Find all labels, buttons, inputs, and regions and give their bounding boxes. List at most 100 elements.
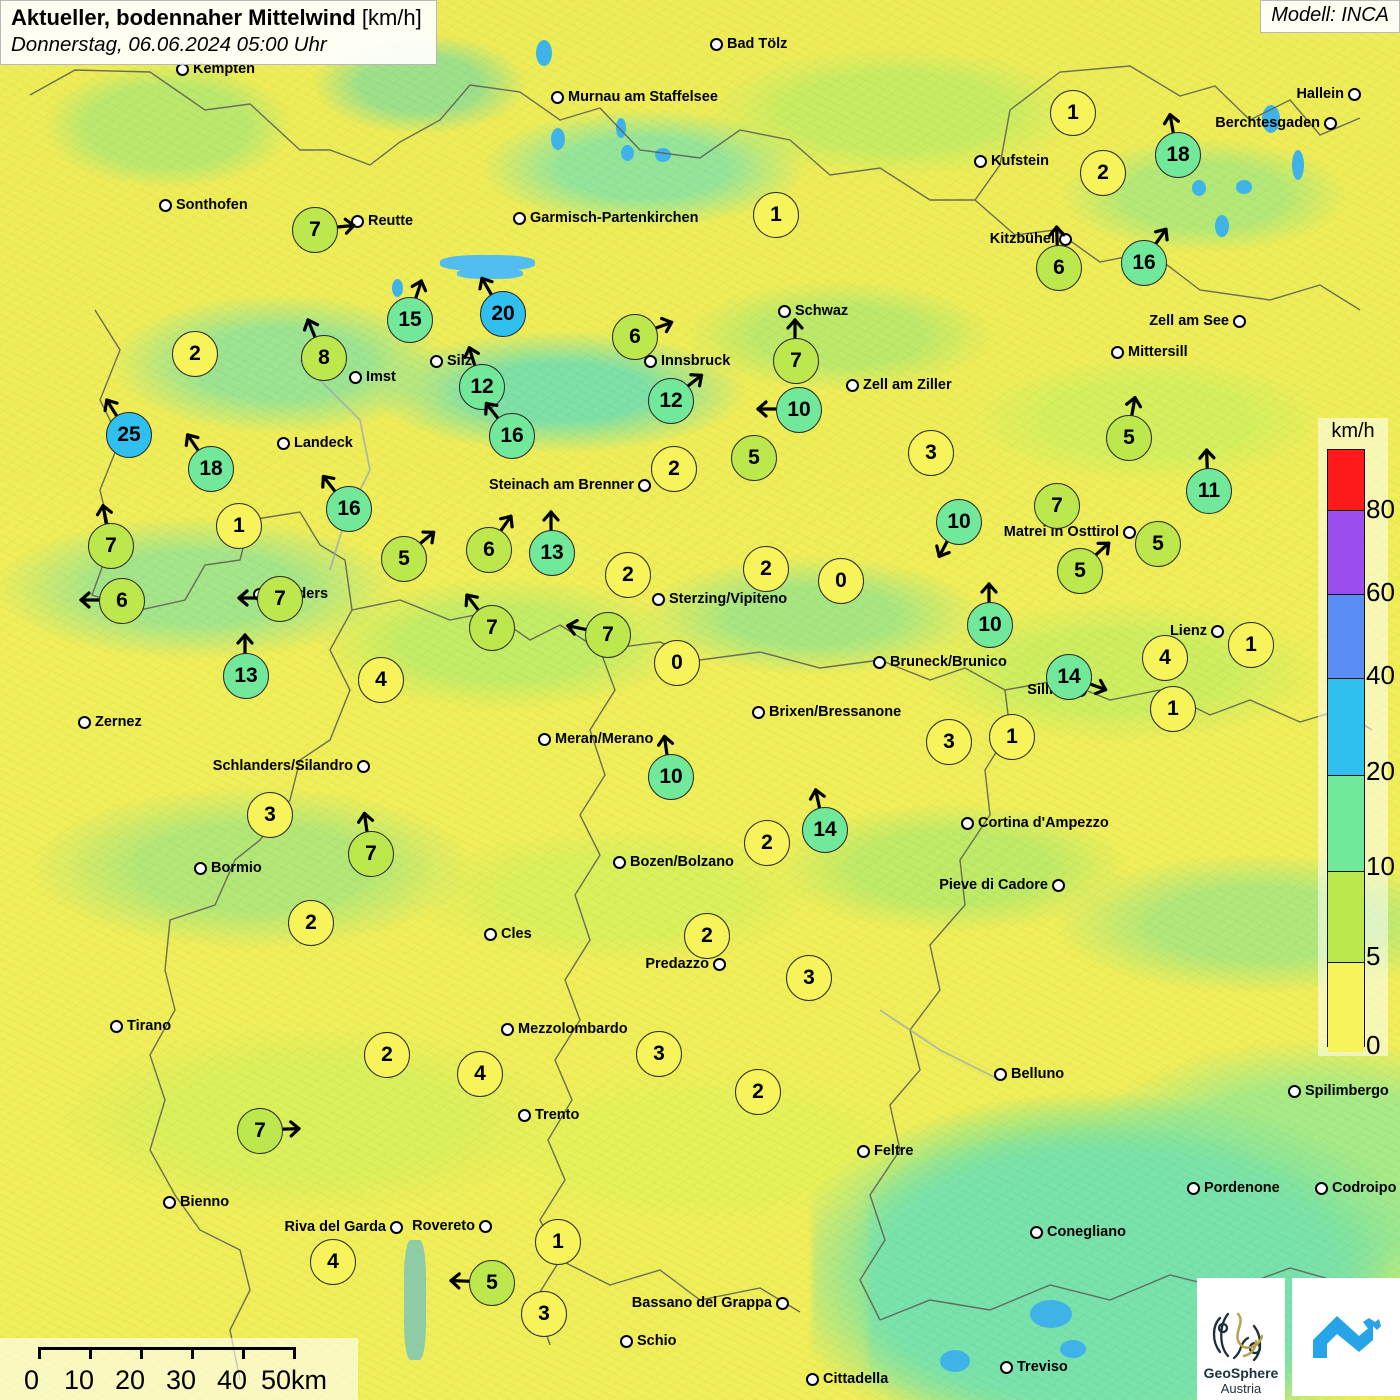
wind-speed-badge[interactable]: 3 [786,955,832,1001]
wind-station[interactable]: 7 [464,593,515,651]
wind-speed-badge[interactable]: 2 [605,552,651,598]
wind-speed-badge[interactable]: 16 [489,413,535,459]
wind-station[interactable]: 6 [612,314,674,360]
wind-speed-badge[interactable]: 1 [1050,90,1096,136]
wind-speed-badge[interactable]: 12 [459,364,505,410]
wind-speed-badge[interactable]: 12 [648,378,694,424]
wind-station[interactable]: 1 [216,503,262,549]
wind-speed-badge[interactable]: 2 [1080,150,1126,196]
wind-station[interactable]: 7 [237,1108,301,1154]
wind-station[interactable]: 5 [1057,541,1111,594]
wind-speed-badge[interactable]: 13 [529,530,575,576]
wind-station[interactable]: 13 [529,510,575,576]
wind-speed-badge[interactable]: 6 [612,314,658,360]
wind-station[interactable]: 14 [802,788,848,853]
wind-speed-badge[interactable]: 4 [457,1051,503,1097]
wind-station[interactable]: 0 [654,640,700,686]
wind-speed-badge[interactable]: 3 [247,792,293,838]
wind-station[interactable]: 4 [457,1051,503,1097]
wind-station[interactable]: 6 [79,578,145,624]
wind-station[interactable]: 7 [773,318,819,384]
wind-station[interactable]: 4 [310,1239,356,1285]
wind-speed-badge[interactable]: 5 [1135,521,1181,567]
wind-speed-badge[interactable]: 6 [99,578,145,624]
wind-station[interactable]: 2 [735,1069,781,1115]
wind-speed-badge[interactable]: 13 [223,653,269,699]
wind-speed-badge[interactable]: 25 [106,412,152,458]
wind-station[interactable]: 2 [1080,150,1126,196]
wind-speed-badge[interactable]: 10 [936,499,982,545]
wind-station[interactable]: 2 [172,331,218,377]
wind-station[interactable]: 3 [521,1291,567,1337]
wind-station[interactable]: 7 [237,576,303,622]
wind-speed-badge[interactable]: 14 [1046,654,1092,700]
wind-station[interactable]: 10 [648,734,694,800]
wind-station[interactable]: 5 [381,530,436,582]
wind-speed-badge[interactable]: 1 [1228,622,1274,668]
wind-speed-badge[interactable]: 20 [480,291,526,337]
wind-speed-badge[interactable]: 7 [348,831,394,877]
wind-station[interactable]: 25 [103,398,152,458]
wind-speed-badge[interactable]: 5 [469,1260,515,1306]
wind-station[interactable]: 13 [223,633,269,699]
wind-speed-badge[interactable]: 14 [802,807,848,853]
wind-speed-badge[interactable]: 2 [743,546,789,592]
wind-speed-badge[interactable]: 2 [651,446,697,492]
wind-station[interactable]: 7 [292,207,356,253]
wind-station[interactable]: 16 [321,474,372,532]
wind-speed-badge[interactable]: 10 [967,602,1013,648]
wind-speed-badge[interactable]: 7 [469,605,515,651]
wind-speed-badge[interactable]: 1 [989,714,1035,760]
wind-speed-badge[interactable]: 5 [381,536,427,582]
wind-station[interactable]: 1 [1150,686,1196,732]
wind-speed-badge[interactable]: 6 [466,527,512,573]
wind-speed-badge[interactable]: 0 [818,558,864,604]
wind-station[interactable]: 1 [989,714,1035,760]
wind-station[interactable]: 10 [967,582,1013,648]
wind-station[interactable]: 1 [753,192,799,238]
wind-station[interactable]: 5 [1135,521,1181,567]
wind-speed-badge[interactable]: 2 [684,913,730,959]
wind-speed-badge[interactable]: 4 [1142,635,1188,681]
wind-station[interactable]: 10 [756,387,822,433]
wind-speed-badge[interactable]: 3 [521,1291,567,1337]
wind-speed-badge[interactable]: 8 [301,335,347,381]
wind-station[interactable]: 2 [684,913,730,959]
wind-speed-badge[interactable]: 5 [731,435,777,481]
wind-speed-badge[interactable]: 10 [648,754,694,800]
wind-station[interactable]: 2 [288,900,334,946]
wind-station[interactable]: 11 [1186,448,1232,514]
wind-speed-badge[interactable]: 7 [257,576,303,622]
wind-station[interactable]: 3 [247,792,293,838]
wind-station[interactable]: 2 [743,546,789,592]
wind-station[interactable]: 16 [1121,227,1169,286]
wind-station[interactable]: 1 [535,1219,581,1265]
wind-speed-badge[interactable]: 1 [535,1219,581,1265]
wind-station[interactable]: 3 [636,1031,682,1077]
wind-station[interactable]: 3 [786,955,832,1001]
wind-speed-badge[interactable]: 5 [1106,415,1152,461]
wind-speed-badge[interactable]: 4 [310,1239,356,1285]
wind-station[interactable]: 0 [818,558,864,604]
wind-speed-badge[interactable]: 3 [926,719,972,765]
wind-speed-badge[interactable]: 7 [773,338,819,384]
wind-speed-badge[interactable]: 1 [216,503,262,549]
wind-speed-badge[interactable]: 5 [1057,548,1103,594]
wind-speed-badge[interactable]: 16 [326,486,372,532]
wind-station[interactable]: 1 [1228,622,1274,668]
wind-station[interactable]: 14 [1046,654,1108,700]
wind-station[interactable]: 2 [605,552,651,598]
wind-station[interactable]: 1 [1050,90,1096,136]
wind-speed-badge[interactable]: 4 [358,657,404,703]
wind-speed-badge[interactable]: 15 [387,297,433,343]
wind-station[interactable]: 5 [731,435,777,481]
wind-station[interactable]: 7 [348,811,394,877]
wind-station[interactable]: 15 [387,279,433,343]
wind-speed-badge[interactable]: 7 [1034,483,1080,529]
wind-station[interactable]: 4 [1142,635,1188,681]
wind-station[interactable]: 18 [184,433,234,492]
wind-speed-badge[interactable]: 6 [1036,245,1082,291]
wind-station[interactable]: 6 [466,514,514,573]
wind-station[interactable]: 6 [1036,225,1082,291]
wind-speed-badge[interactable]: 18 [1155,132,1201,178]
